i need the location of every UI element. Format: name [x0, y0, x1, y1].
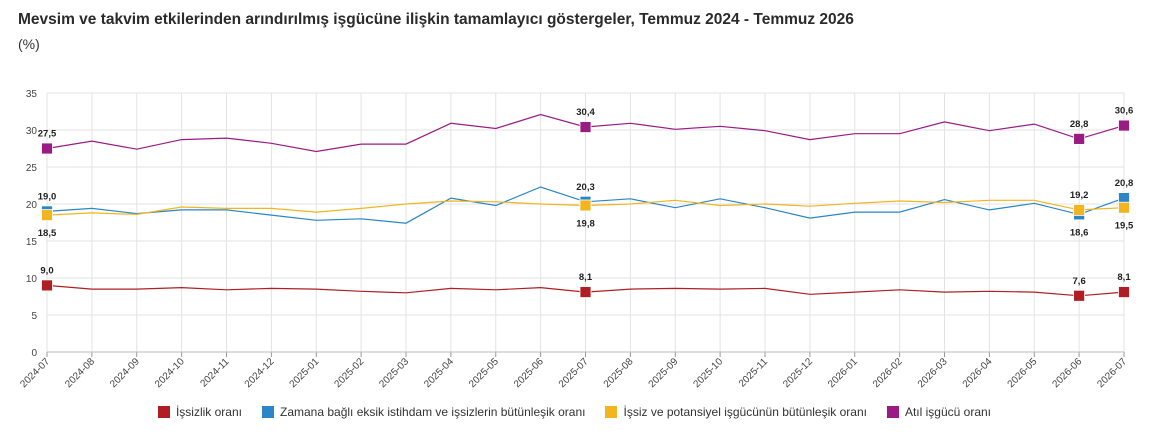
legend-swatch — [886, 406, 899, 418]
legend-label: Atıl işgücü oranı — [904, 405, 992, 419]
chart-legend: İşsizlik oranı Zamana bağlı eksik istihd… — [0, 405, 1149, 419]
data-label: 20,3 — [576, 182, 595, 193]
data-point-marker — [579, 121, 592, 133]
data-point-marker — [41, 142, 53, 155]
data-point-marker — [579, 199, 592, 212]
legend-label: İşsiz ve potansiyel işgücünün bütünleşik… — [623, 405, 867, 419]
data-point-marker — [41, 209, 53, 222]
x-tick-label: 2026-02 — [871, 356, 905, 390]
data-label: 18,5 — [38, 228, 57, 239]
chart-title: Mevsim ve takvim etkilerinden arındırılm… — [18, 11, 854, 28]
x-tick-label: 2025-05 — [467, 356, 501, 390]
x-tick-label: 2024-09 — [108, 356, 142, 390]
x-tick-label: 2025-11 — [737, 356, 771, 390]
legend-label: İşsizlik oranı — [175, 405, 242, 419]
data-point-marker — [1073, 132, 1086, 145]
x-tick-label: 2025-12 — [781, 356, 815, 390]
data-label: 30,4 — [576, 107, 595, 118]
legend-item-underemployment[interactable]: Zamana bağlı eksik istihdam ve işsizleri… — [262, 405, 585, 419]
data-point-marker — [1073, 204, 1086, 216]
data-label: 7,6 — [1073, 276, 1086, 287]
data-label: 20,8 — [1115, 178, 1134, 189]
x-tick-label: 2026-03 — [916, 356, 950, 390]
data-label: 9,0 — [40, 265, 53, 276]
legend-swatch — [157, 406, 170, 418]
data-point-marker — [41, 279, 53, 292]
data-point-marker — [579, 286, 592, 298]
x-tick-label: 2025-02 — [333, 356, 367, 390]
data-point-marker — [1118, 201, 1130, 214]
data-label: 18,6 — [1070, 227, 1089, 238]
y-tick-label: 25 — [26, 163, 38, 174]
x-tick-label: 2024-07 — [18, 356, 52, 390]
data-point-marker — [1118, 119, 1130, 132]
legend-item-unemployment[interactable]: İşsizlik oranı — [157, 405, 242, 419]
data-label: 30,6 — [1115, 106, 1134, 117]
legend-item-slack[interactable]: Atıl işgücü oranı — [886, 405, 992, 419]
y-tick-label: 10 — [26, 274, 38, 285]
x-tick-label: 2025-07 — [557, 356, 591, 390]
y-tick-label: 20 — [26, 200, 38, 211]
legend-item-potential-labour[interactable]: İşsiz ve potansiyel işgücünün bütünleşik… — [605, 405, 867, 419]
y-tick-label: 5 — [31, 311, 37, 322]
chart-subtitle: (%) — [18, 36, 40, 52]
x-tick-label: 2025-09 — [647, 356, 681, 390]
x-tick-label: 2026-06 — [1051, 356, 1085, 390]
x-tick-label: 2024-10 — [153, 356, 187, 390]
data-label: 27,5 — [38, 129, 57, 140]
data-label: 19,8 — [576, 218, 595, 229]
data-label: 8,1 — [579, 272, 593, 283]
x-tick-label: 2024-12 — [243, 356, 277, 390]
x-tick-label: 2025-08 — [602, 356, 636, 390]
x-tick-label: 2026-07 — [1095, 356, 1129, 390]
data-point-marker — [1118, 286, 1130, 298]
x-tick-label: 2025-04 — [422, 356, 456, 390]
x-tick-label: 2025-06 — [512, 356, 546, 390]
legend-swatch — [605, 406, 618, 418]
x-tick-label: 2026-05 — [1006, 356, 1040, 390]
data-label: 28,8 — [1070, 119, 1089, 130]
y-tick-label: 15 — [26, 237, 38, 248]
legend-label: Zamana bağlı eksik istihdam ve işsizleri… — [280, 405, 586, 419]
x-tick-label: 2025-10 — [692, 356, 726, 390]
data-label: 19,5 — [1115, 221, 1134, 232]
legend-swatch — [262, 406, 274, 418]
x-tick-label: 2024-08 — [63, 356, 97, 390]
data-label: 19,2 — [1070, 190, 1089, 201]
x-tick-label: 2025-01 — [288, 356, 322, 390]
x-tick-label: 2026-04 — [961, 356, 995, 390]
x-tick-label: 2026-01 — [826, 356, 860, 390]
y-tick-label: 0 — [31, 348, 37, 359]
data-label: 19,0 — [38, 191, 57, 202]
y-tick-label: 30 — [26, 126, 38, 137]
y-tick-label: 35 — [26, 89, 38, 100]
x-tick-label: 2025-03 — [377, 356, 411, 390]
data-point-marker — [1073, 289, 1086, 302]
data-label: 8,1 — [1117, 272, 1131, 283]
x-tick-label: 2024-11 — [198, 356, 232, 390]
